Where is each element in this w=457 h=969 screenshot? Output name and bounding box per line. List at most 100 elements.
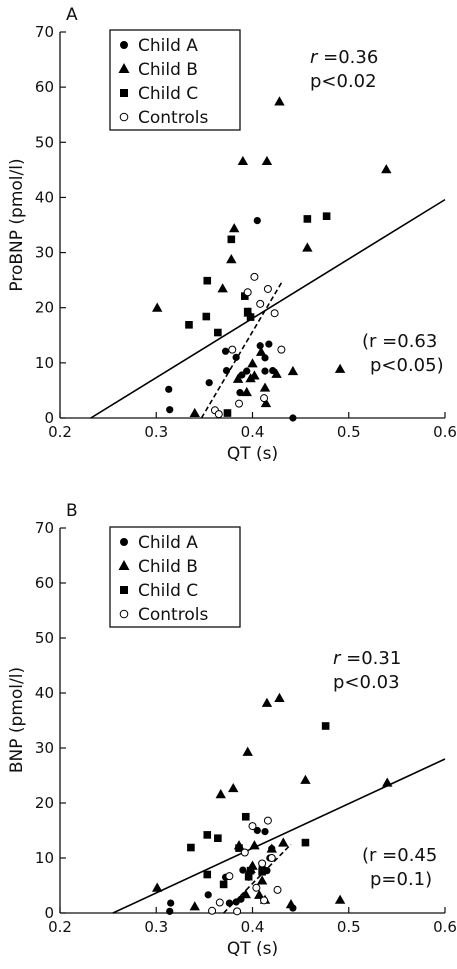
panel-a-r-all: r =0.36 <box>310 47 378 68</box>
panel-a-y-tick-label-0: 0 <box>44 409 54 427</box>
panel-a-point-child-b <box>259 382 271 392</box>
panel-a-x-axis-label: QT (s) <box>227 444 278 464</box>
panel-a-legend-label-child-b: Child B <box>138 60 198 80</box>
panel-b-point-child-c <box>214 834 222 842</box>
panel-b-x-tick-label-0: 0.2 <box>48 918 72 936</box>
panel-b-r-all-value: =0.31 <box>340 648 401 669</box>
panel-a-point-child-c <box>241 292 249 300</box>
panel-a-point-child-b <box>241 386 252 397</box>
panel-b-points <box>152 692 393 916</box>
panel-a-point-child-a <box>166 406 174 414</box>
panel-b-point-child-a <box>225 899 233 907</box>
panel-a-legend-marker-child-b <box>118 63 130 73</box>
panel-b-point-controls <box>208 906 217 915</box>
panel-b-point-child-c <box>246 866 255 875</box>
panel-b-legend: Child A Child B Child C Controls <box>109 526 241 628</box>
panel-a-point-controls <box>277 345 286 354</box>
panel-b-r-all-symbol: r <box>333 648 342 669</box>
panel-b-x-tick-label-3: 0.5 <box>337 918 361 936</box>
panel-b-r-controls-value: =0.45 <box>376 845 437 866</box>
panel-a-point-child-a <box>205 379 213 387</box>
panel-a-legend-box <box>109 29 241 131</box>
panel-b-point-child-c <box>241 812 250 821</box>
panel-a-point-child-a <box>221 347 230 355</box>
panel-b-legend-label-controls: Controls <box>138 605 208 625</box>
panel-b-y-tick-label-3: 30 <box>35 739 54 757</box>
panel-a-y-tick-label-5: 50 <box>35 133 54 151</box>
panel-a-point-child-a <box>261 367 269 375</box>
panel-b-x-tick-label-2: 0.4 <box>241 918 265 936</box>
panel-a-point-child-a <box>265 340 273 348</box>
panel-a-y-tick-label-7: 70 <box>35 23 54 41</box>
panel-b-point-controls <box>233 907 242 916</box>
panel-a-point-child-b <box>217 283 228 293</box>
panel-a-point-child-b <box>232 373 244 383</box>
panel-b-r-all: r =0.31 <box>333 648 401 669</box>
panel-a-point-child-a <box>256 342 264 350</box>
panel-b-point-controls <box>215 898 224 907</box>
panel-a-point-child-b <box>189 407 200 418</box>
panel-a-point-child-c <box>203 276 212 285</box>
panel-a-r-all-value: =0.36 <box>317 47 378 68</box>
panel-b-point-controls <box>267 854 276 862</box>
panel-b-point-child-a <box>261 828 269 836</box>
panel-a-points <box>152 96 392 422</box>
panel-b-point-controls <box>248 822 257 831</box>
panel-a-annotation-controls: (r =0.63 p<0.05) <box>362 331 444 376</box>
panel-a-legend-marker-child-c <box>120 89 128 97</box>
panel-a-legend-label-child-a: Child A <box>138 36 198 56</box>
panel-a-y-tick-label-6: 60 <box>35 78 54 96</box>
panel-b-annotation-controls: (r =0.45 p=0.1) <box>362 845 437 890</box>
panel-a-y-tick-label-2: 20 <box>35 299 54 317</box>
panel-a-r-all-symbol: r <box>310 47 319 68</box>
panel-b-point-controls <box>240 848 249 857</box>
panel-a-point-child-a <box>238 371 246 379</box>
panel-a-point-controls <box>263 284 272 293</box>
panel-b-annotation-all: r =0.31 p<0.03 <box>333 648 401 693</box>
panel-a-point-child-a <box>243 367 251 375</box>
panel-a-point-child-c <box>227 235 236 244</box>
panel-b-point-controls <box>263 816 272 825</box>
panel-b-point-child-b <box>254 889 265 899</box>
panel-b-point-child-b <box>189 901 200 911</box>
panel-a-point-controls <box>260 394 269 403</box>
panel-b-r-controls-symbol: (r <box>362 845 377 866</box>
panel-b-point-child-b <box>278 837 289 847</box>
panel-a-legend: Child A Child B Child C Controls <box>109 29 241 131</box>
panel-a-point-child-c <box>185 321 193 329</box>
panel-b-legend-marker-child-b <box>118 560 130 570</box>
panel-a-point-child-c <box>303 215 312 223</box>
panel-a-y-tick-label-1: 10 <box>35 354 54 372</box>
panel-a-point-child-c <box>223 409 232 417</box>
panel-b-point-controls <box>273 885 282 894</box>
panel-b-legend-label-child-b: Child B <box>138 557 198 577</box>
panel-b-point-child-c <box>258 867 266 876</box>
panel-a-point-controls <box>214 410 223 419</box>
panel-b-x-axis-label: QT (s) <box>227 939 278 959</box>
panel-b-point-child-a <box>167 899 175 907</box>
panel-b-point-child-c <box>203 831 212 839</box>
panel-b-point-child-c <box>187 843 195 852</box>
panel-a-legend-label-controls: Controls <box>138 108 208 128</box>
panel-b-point-child-b <box>256 875 268 885</box>
panel-b-legend-marker-child-a <box>120 538 128 546</box>
panel-b-legend-marker-child-c <box>120 586 128 594</box>
panel-a-x-tick-label-0: 0.2 <box>48 423 72 441</box>
panel-a-legend-label-child-c: Child C <box>138 84 198 104</box>
panel-b-point-child-a <box>239 866 247 874</box>
panel-b-point-child-b <box>228 782 239 793</box>
panel-a-point-child-b <box>271 368 282 378</box>
panel-a-r-controls-value: =0.63 <box>376 331 437 352</box>
panel-a-point-child-a <box>232 353 240 361</box>
panel-a-point-child-a <box>253 216 261 225</box>
panel-a-point-child-b <box>249 370 260 380</box>
panel-b-point-child-c <box>244 872 253 881</box>
panel-b-x-tick-label-4: 0.6 <box>433 918 457 936</box>
panel-a-fit-lines <box>90 198 446 419</box>
panel-a-point-child-a <box>165 385 173 393</box>
panel-b-y-tick-label-4: 40 <box>35 684 54 702</box>
panel-a-point-child-a <box>261 354 269 362</box>
panel-b-point-child-b <box>240 889 251 899</box>
panel-a-legend-marker-controls <box>119 112 129 122</box>
panel-b-label: B <box>66 501 78 521</box>
